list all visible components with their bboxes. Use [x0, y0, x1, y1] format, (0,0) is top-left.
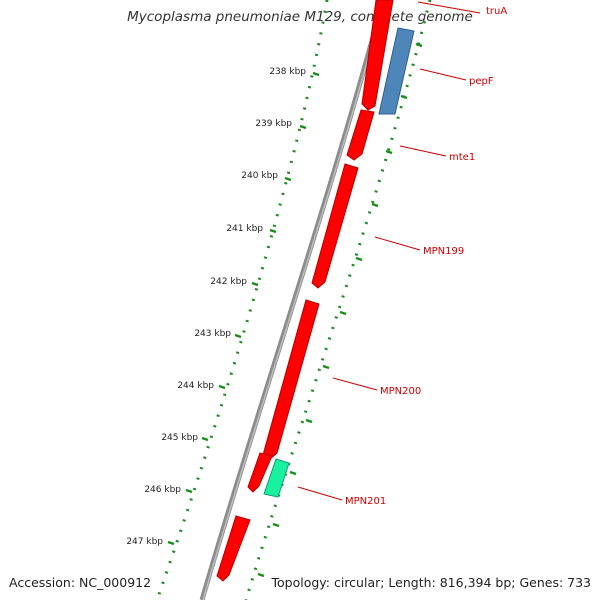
- kbp-label-243: 243 kbp: [194, 329, 231, 339]
- gene-MPN199[interactable]: [311, 163, 359, 289]
- inner-tick: [355, 256, 363, 262]
- kbp-label-244: 244 kbp: [177, 381, 214, 391]
- gene-truA[interactable]: [361, 0, 394, 111]
- kbp-tick-marks: [167, 71, 320, 546]
- inner-tick: [400, 94, 408, 100]
- inner-tick: [385, 149, 393, 155]
- kbp-tick-239: [299, 124, 307, 130]
- genome-summary-text: Topology: circular; Length: 816,394 bp; …: [271, 575, 592, 590]
- inner-tick: [322, 364, 330, 370]
- leader-pepF: [419, 68, 467, 81]
- kbp-label-242: 242 kbp: [210, 277, 247, 287]
- accession-text: Accession: NC_000912: [9, 575, 152, 590]
- gene-label-MPN199: MPN199: [423, 246, 464, 257]
- gene-label-MPN200: MPN200: [380, 386, 421, 397]
- inner-tick: [272, 522, 280, 528]
- leader-mte1: [399, 145, 447, 157]
- kbp-label-240: 240 kbp: [241, 171, 278, 181]
- kbp-tick-246: [185, 488, 193, 494]
- inner-tick: [289, 470, 297, 476]
- kbp-label-238: 238 kbp: [269, 67, 306, 77]
- kbp-tick-244: [218, 384, 226, 390]
- inner-tick: [371, 202, 379, 208]
- gene-MPN200[interactable]: [262, 299, 320, 461]
- gene-label-truA: truA: [486, 6, 507, 17]
- kbp-tick-242: [251, 281, 259, 287]
- gene-label-mte1: mte1: [449, 152, 475, 163]
- kbp-tick-243: [234, 333, 242, 339]
- kbp-tick-238: [312, 71, 320, 77]
- kbp-label-239: 239 kbp: [255, 119, 292, 129]
- kbp-label-246: 246 kbp: [144, 485, 181, 495]
- gene-small-2[interactable]: [216, 515, 251, 582]
- inner-tick-ring: [244, 0, 432, 600]
- leader-MPN199: [374, 236, 421, 251]
- outer-tick-ring: [155, 0, 329, 600]
- gene-label-MPN201: MPN201: [345, 496, 386, 507]
- kbp-label-245: 245 kbp: [161, 433, 198, 443]
- gene-mte1[interactable]: [346, 109, 375, 161]
- kbp-label-247: 247 kbp: [126, 537, 163, 547]
- kbp-tick-240: [284, 176, 292, 182]
- genome-backbone: [199, 0, 386, 600]
- inner-minor-ticks: [257, 42, 423, 578]
- gene-features: [216, 0, 415, 582]
- kbp-tick-241: [269, 228, 277, 234]
- inner-tick: [305, 418, 313, 424]
- kbp-label-241: 241 kbp: [226, 224, 263, 234]
- gene-MPN201[interactable]: [263, 458, 290, 498]
- inner-tick: [339, 310, 347, 316]
- gene-label-pepF: pepF: [469, 76, 494, 87]
- kbp-tick-247: [167, 540, 175, 546]
- leader-truA: [417, 1, 481, 14]
- inner-tick: [415, 42, 423, 48]
- leader-MPN200: [332, 377, 378, 391]
- gene-pepF[interactable]: [378, 27, 415, 115]
- gene-small-1[interactable]: [247, 452, 273, 493]
- inner-tick: [257, 572, 265, 578]
- leader-MPN201: [297, 486, 343, 501]
- genome-backbone-highlight: [202, 0, 385, 600]
- kbp-tick-245: [201, 436, 209, 442]
